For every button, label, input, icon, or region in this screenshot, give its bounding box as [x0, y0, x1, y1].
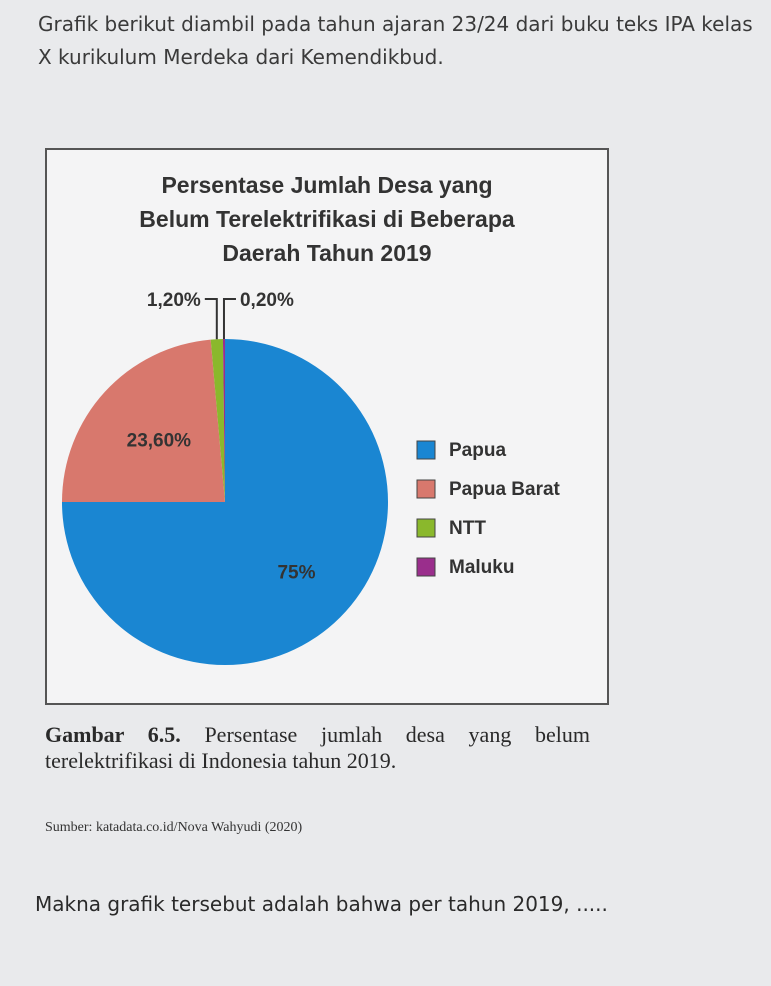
figure-caption: Gambar 6.5. Persentase jumlah desa yang …: [45, 722, 590, 774]
source: Sumber: katadata.co.id/Nova Wahyudi (202…: [45, 820, 303, 835]
value-label: 0,20%: [240, 290, 294, 311]
pie-slice: [62, 339, 225, 502]
value-label: 1,20%: [147, 290, 201, 311]
pie-slice: [222, 339, 225, 502]
legend-swatch: [416, 557, 436, 577]
legend-swatch: [416, 479, 436, 499]
value-label: 75%: [277, 562, 315, 583]
pie-slice: [210, 339, 225, 502]
caption-label: Gambar 6.5.: [45, 722, 181, 747]
legend-label: NTT: [449, 518, 486, 539]
legend-swatch: [416, 518, 436, 538]
caption-text: Persentase jumlah desa yang belum terele…: [45, 722, 590, 773]
leader-line: [222, 298, 236, 340]
chart-title: Persentase Jumlah Desa yang Belum Terele…: [139, 172, 515, 266]
chart: 75% 23,60% 1,20% 0,20% Papua Papua Barat NTT Ma…: [62, 290, 561, 665]
value-label: 23,60%: [127, 430, 192, 451]
legend-swatch: [416, 440, 436, 460]
question: Makna grafik tersebut adalah bahwa per t…: [35, 892, 608, 916]
leader-line: [204, 298, 218, 340]
chart-frame: 75% 23,60% 1,20% 0,20% Papua Papua Barat NTT Ma…: [45, 148, 609, 705]
legend-label: Maluku: [449, 557, 514, 578]
intro-text: Grafik berikut diambil pada tahun ajaran…: [38, 12, 753, 69]
legend-label: Papua: [449, 440, 506, 461]
legend-label: Papua Barat: [449, 479, 561, 500]
